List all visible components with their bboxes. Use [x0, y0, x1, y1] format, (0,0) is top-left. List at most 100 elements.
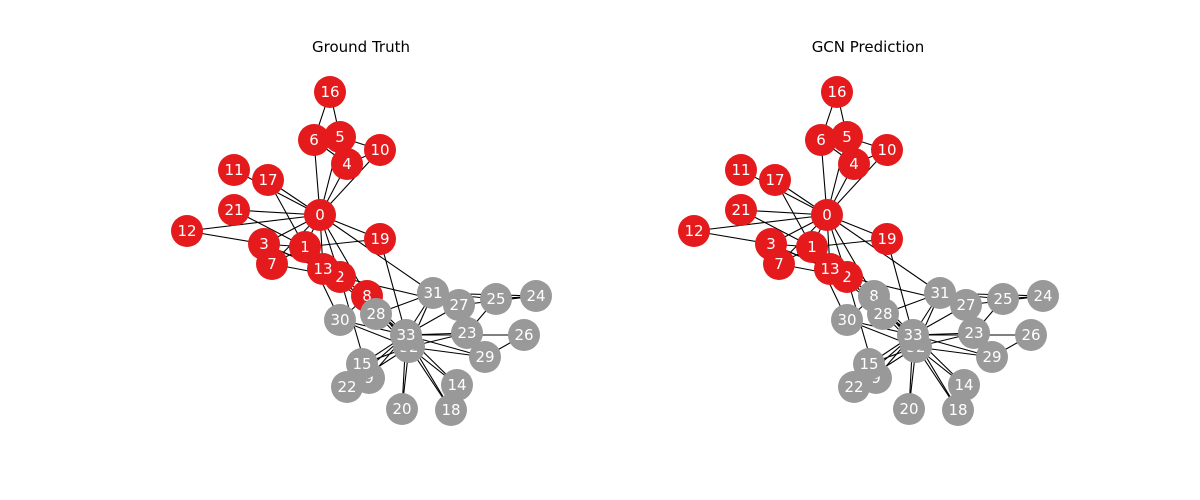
node-label: 10	[877, 141, 896, 159]
node-label: 5	[335, 128, 345, 146]
nodes-gcn-prediction: 0123456789101112131415161718192021222324…	[678, 76, 1059, 426]
node-circle	[252, 164, 284, 196]
node-28: 28	[867, 298, 899, 330]
node-0: 0	[811, 199, 843, 231]
node-21: 21	[218, 194, 250, 226]
node-15: 15	[853, 348, 885, 380]
node-label: 3	[259, 235, 269, 253]
node-circle	[759, 164, 791, 196]
node-17: 17	[252, 164, 284, 196]
node-circle	[324, 304, 356, 336]
node-label: 2	[335, 268, 345, 286]
node-12: 12	[171, 215, 203, 247]
node-circle	[435, 394, 467, 426]
node-circle	[838, 371, 870, 403]
node-24: 24	[1027, 280, 1059, 312]
node-label: 11	[731, 161, 750, 179]
node-23: 23	[958, 317, 990, 349]
node-22: 22	[331, 371, 363, 403]
node-circle	[256, 248, 288, 280]
node-30: 30	[831, 304, 863, 336]
node-circle	[838, 148, 870, 180]
node-29: 29	[976, 341, 1008, 373]
node-circle	[331, 148, 363, 180]
node-label: 18	[441, 401, 460, 419]
node-circle	[831, 121, 863, 153]
node-label: 23	[457, 324, 476, 342]
node-24: 24	[520, 280, 552, 312]
node-circle	[508, 319, 540, 351]
node-label: 3	[766, 235, 776, 253]
node-circle	[218, 194, 250, 226]
node-11: 11	[218, 154, 250, 186]
node-14: 14	[948, 369, 980, 401]
node-label: 7	[267, 255, 277, 273]
node-circle	[897, 319, 929, 351]
node-26: 26	[508, 319, 540, 351]
node-circle	[324, 121, 356, 153]
node-circle	[364, 134, 396, 166]
panel-gcn-prediction: GCN Prediction 0123456789101112131415161…	[678, 38, 1059, 426]
node-22: 22	[838, 371, 870, 403]
node-26: 26	[1015, 319, 1047, 351]
node-label: 14	[447, 376, 466, 394]
edge-0-12	[186, 214, 321, 232]
node-label: 33	[903, 326, 922, 344]
node-label: 20	[392, 400, 411, 418]
node-label: 8	[362, 287, 372, 305]
node-circle	[678, 215, 710, 247]
edge-19-33	[379, 238, 407, 336]
node-20: 20	[386, 393, 418, 425]
node-label: 30	[330, 311, 349, 329]
node-label: 15	[352, 355, 371, 373]
node-circle	[441, 369, 473, 401]
node-circle	[1015, 319, 1047, 351]
node-circle	[331, 371, 363, 403]
node-label: 25	[486, 290, 505, 308]
node-label: 20	[899, 400, 918, 418]
node-label: 11	[224, 161, 243, 179]
node-circle	[796, 231, 828, 263]
node-circle	[469, 341, 501, 373]
node-circle	[520, 280, 552, 312]
node-label: 27	[449, 296, 468, 314]
node-circle	[443, 289, 475, 321]
node-label: 29	[475, 348, 494, 366]
node-31: 31	[924, 277, 956, 309]
node-label: 25	[993, 290, 1012, 308]
node-circle	[893, 393, 925, 425]
nodes-ground-truth: 0123456789101112131415161718192021222324…	[171, 76, 552, 426]
node-label: 18	[948, 401, 967, 419]
node-31: 31	[417, 277, 449, 309]
node-1: 1	[289, 231, 321, 263]
node-19: 19	[364, 223, 396, 255]
node-18: 18	[435, 394, 467, 426]
node-6: 6	[298, 124, 330, 156]
node-7: 7	[256, 248, 288, 280]
node-19: 19	[871, 223, 903, 255]
node-label: 22	[844, 378, 863, 396]
node-29: 29	[469, 341, 501, 373]
node-circle	[451, 317, 483, 349]
node-circle	[805, 124, 837, 156]
node-label: 29	[982, 348, 1001, 366]
node-label: 1	[807, 238, 817, 256]
node-17: 17	[759, 164, 791, 196]
node-16: 16	[821, 76, 853, 108]
node-21: 21	[725, 194, 757, 226]
node-circle	[346, 348, 378, 380]
node-circle	[304, 199, 336, 231]
panel-title-gcn-prediction: GCN Prediction	[812, 38, 925, 56]
panel-ground-truth: Ground Truth 012345678910111213141516171…	[171, 38, 552, 426]
node-14: 14	[441, 369, 473, 401]
node-circle	[871, 223, 903, 255]
node-10: 10	[871, 134, 903, 166]
node-circle	[390, 319, 422, 351]
node-label: 2	[842, 268, 852, 286]
node-circle	[364, 223, 396, 255]
node-1: 1	[796, 231, 828, 263]
node-20: 20	[893, 393, 925, 425]
node-28: 28	[360, 298, 392, 330]
node-circle	[386, 393, 418, 425]
node-label: 4	[849, 155, 859, 173]
